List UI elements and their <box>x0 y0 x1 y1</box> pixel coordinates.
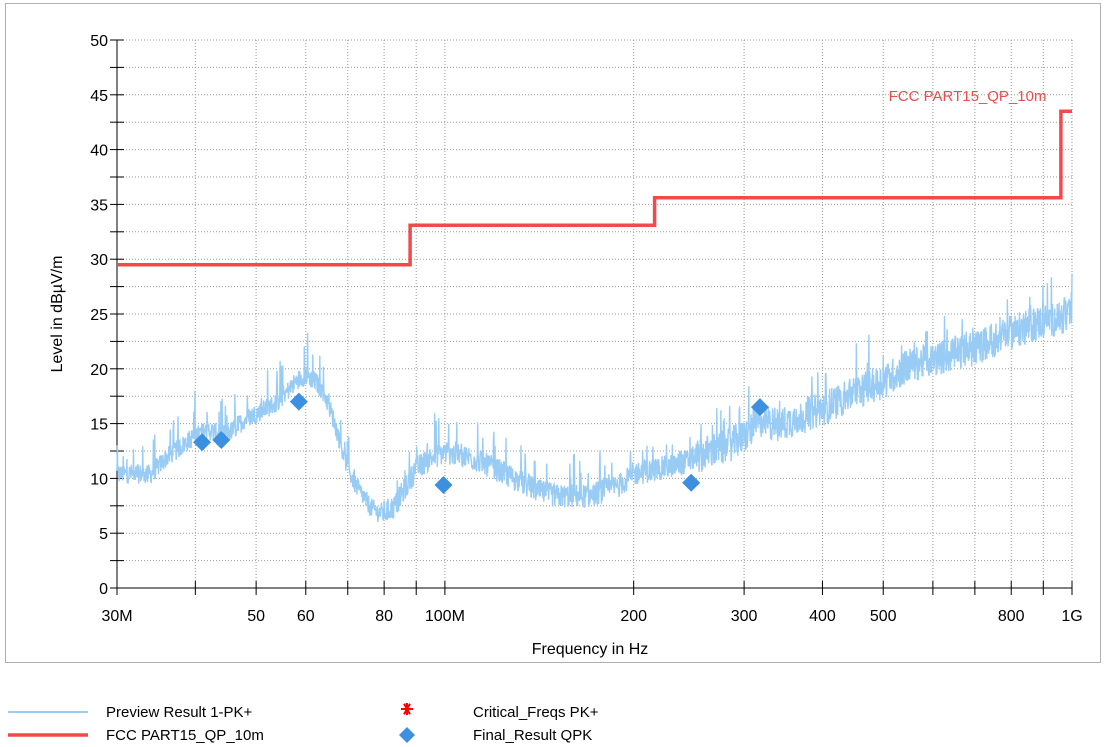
limit-line-annotation: FCC PART15_QP_10m <box>889 88 1047 105</box>
y-tick-label: 45 <box>90 88 108 105</box>
limit-line <box>117 109 1072 267</box>
y-tick-label: 25 <box>90 307 108 324</box>
legend-item-limit: FCC PART15_QP_10m <box>8 727 264 744</box>
x-tick-label: 30M <box>101 608 132 625</box>
x-axis-title: Frequency in Hz <box>532 641 649 658</box>
y-tick-label: 30 <box>90 252 108 269</box>
y-tick-label: 35 <box>90 197 108 214</box>
legend-swatch-critical-asterisk-icon <box>401 703 413 715</box>
x-tick-label: 400 <box>809 608 836 625</box>
y-tick-label: 10 <box>90 471 108 488</box>
legend-label-final: Final_Result QPK <box>473 727 592 744</box>
x-tick-label: 500 <box>870 608 897 625</box>
y-tick-label: 50 <box>90 33 108 50</box>
x-tick-label: 80 <box>375 608 393 625</box>
x-tick-label: 200 <box>620 608 647 625</box>
legend-label-limit: FCC PART15_QP_10m <box>106 727 264 744</box>
series-layer <box>116 109 1073 523</box>
legend-item-final: Final_Result QPK <box>399 727 592 744</box>
axis-ticks: 0 5 10 15 20 25 30 35 40 45 50 30M 50 60 80 100M 200 300 4… <box>90 33 1082 625</box>
legend-item-preview: Preview Result 1-PK+ <box>8 704 253 721</box>
legend-label-preview: Preview Result 1-PK+ <box>106 704 253 721</box>
y-tick-label: 0 <box>99 581 108 598</box>
y-tick-label: 15 <box>90 417 108 434</box>
legend-label-critical: Critical_Freqs PK+ <box>473 704 599 721</box>
y-tick-label: 40 <box>90 143 108 160</box>
x-tick-label: 300 <box>731 608 758 625</box>
preview-trace-line <box>116 273 1073 523</box>
annotation-layer: FCC PART15_QP_10m <box>889 88 1047 105</box>
final-result-marker <box>212 431 231 450</box>
y-axis-title: Level in dBµV/m <box>49 256 66 373</box>
legend-item-critical: Critical_Freqs PK+ <box>401 703 599 721</box>
x-tick-label: 100M <box>425 608 465 625</box>
final-result-marker <box>682 473 701 492</box>
x-tick-label: 1G <box>1061 608 1082 625</box>
legend: Preview Result 1-PK+ FCC PART15_QP_10m C… <box>8 703 599 744</box>
legend-swatch-final-diamond-icon <box>399 727 415 743</box>
x-tick-label: 50 <box>247 608 265 625</box>
final-result-marker <box>750 398 769 417</box>
axis-titles: Frequency in Hz Level in dBµV/m <box>49 256 648 658</box>
final-result-marker <box>434 475 453 494</box>
final-result-marker <box>289 392 308 411</box>
chart-frame <box>5 3 1101 663</box>
final-result-marker <box>193 433 212 452</box>
x-tick-label: 800 <box>998 608 1025 625</box>
y-tick-label: 5 <box>99 526 108 543</box>
grid-lines <box>116 39 1073 589</box>
y-tick-label: 20 <box>90 362 108 379</box>
x-tick-label: 60 <box>297 608 315 625</box>
